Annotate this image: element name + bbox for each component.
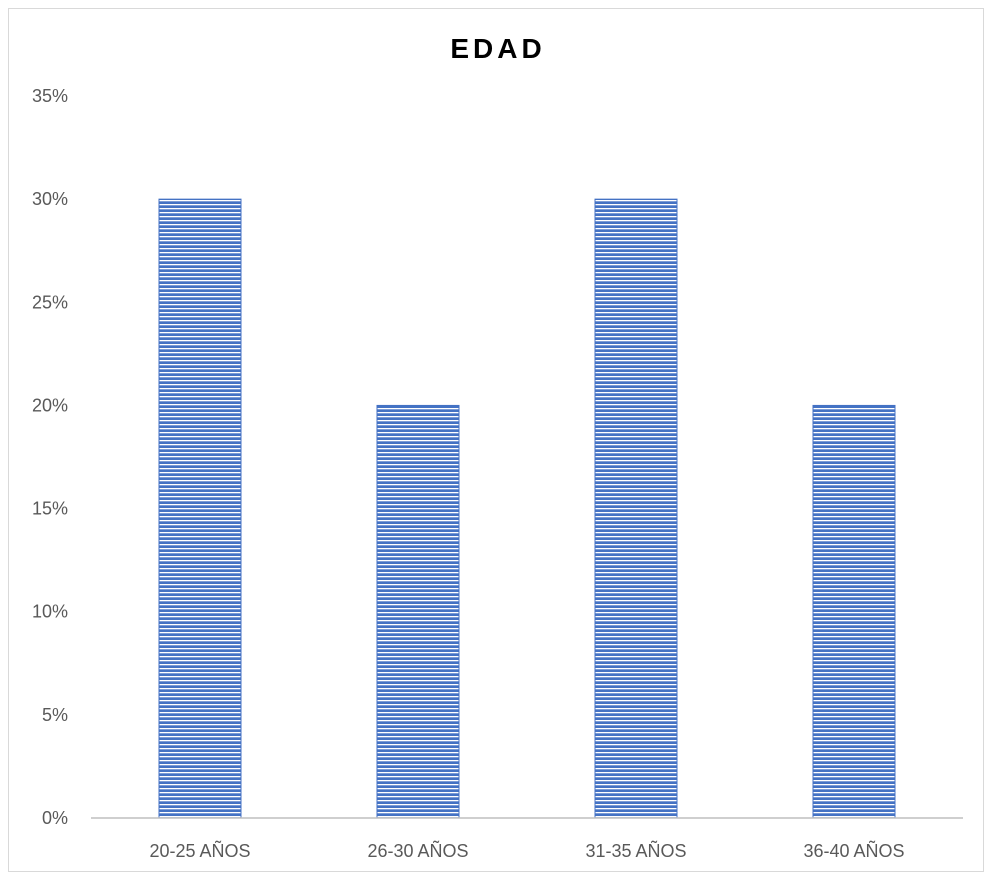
y-tick-label: 25% — [32, 292, 68, 312]
x-tick-label: 36-40 AÑOS — [803, 840, 904, 861]
y-tick-label: 20% — [32, 395, 68, 415]
bar — [158, 198, 242, 819]
bar — [594, 198, 678, 819]
y-axis-tick-labels: 0% 5% 10% 15% 20% 25% 30% 35% — [32, 86, 68, 828]
y-tick-label: 5% — [42, 705, 68, 725]
x-tick-label: 31-35 AÑOS — [585, 840, 686, 861]
x-tick-label: 26-30 AÑOS — [367, 840, 468, 861]
y-tick-label: 10% — [32, 602, 68, 622]
y-tick-label: 15% — [32, 499, 68, 519]
y-tick-label: 35% — [32, 86, 68, 106]
y-tick-label: 30% — [32, 189, 68, 209]
bars — [158, 198, 896, 819]
chart-title: EDAD — [450, 33, 545, 64]
y-tick-label: 0% — [42, 808, 68, 828]
bar — [376, 404, 460, 819]
x-tick-label: 20-25 AÑOS — [149, 840, 250, 861]
bar — [812, 404, 896, 819]
x-axis-tick-labels: 20-25 AÑOS 26-30 AÑOS 31-35 AÑOS 36-40 AÑOS — [149, 840, 904, 861]
